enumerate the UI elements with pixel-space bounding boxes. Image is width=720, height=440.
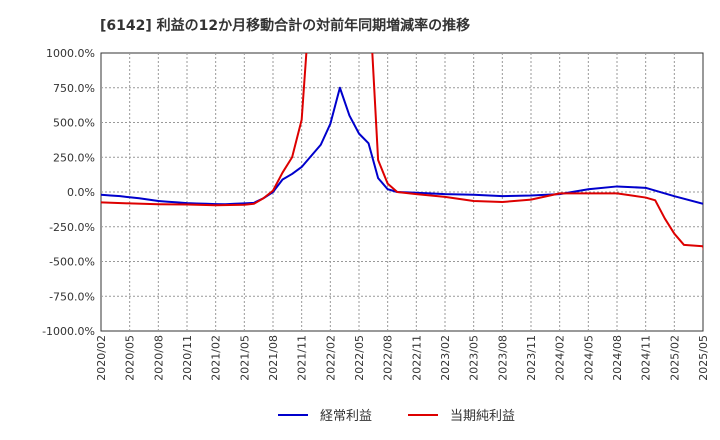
x-tick-label: 2024/02 bbox=[554, 335, 567, 381]
x-tick-label: 2022/11 bbox=[410, 335, 423, 381]
x-tick-label: 2023/11 bbox=[525, 335, 538, 381]
x-tick-label: 2020/08 bbox=[152, 335, 165, 381]
x-tick-label: 2022/02 bbox=[324, 335, 337, 381]
series-line-1 bbox=[101, 86, 703, 206]
x-tick-label: 2024/11 bbox=[640, 335, 653, 381]
y-tick-label: 750.0% bbox=[53, 82, 95, 95]
y-tick-label: 0.0% bbox=[67, 186, 95, 199]
x-tick-label: 2020/11 bbox=[181, 335, 194, 381]
y-tick-label: 1000.0% bbox=[46, 47, 95, 60]
legend-label-series-2: 当期純利益 bbox=[450, 409, 515, 424]
y-tick-label: -1000.0% bbox=[42, 325, 95, 338]
x-axis-tick-labels: 2020/02 2020/05 2020/08 2020/11 2021/02 2021/… bbox=[95, 335, 710, 381]
x-tick-label: 2021/11 bbox=[296, 335, 309, 381]
x-tick-label: 2023/02 bbox=[439, 335, 452, 381]
y-tick-label: 500.0% bbox=[53, 117, 95, 130]
x-tick-label: 2025/05 bbox=[697, 335, 710, 381]
x-tick-label: 2020/02 bbox=[95, 335, 108, 381]
x-tick-label: 2021/08 bbox=[267, 335, 280, 381]
x-tick-label: 2024/08 bbox=[611, 335, 624, 381]
legend-label-series-1: 経常利益 bbox=[320, 409, 372, 424]
y-tick-label: -750.0% bbox=[49, 290, 95, 303]
y-tick-label: -500.0% bbox=[49, 256, 95, 269]
series-line-2 bbox=[101, 53, 703, 251]
grid-horizontal bbox=[101, 87, 703, 297]
legend: 経常利益 当期純利益 bbox=[278, 409, 515, 424]
y-tick-label: -250.0% bbox=[49, 221, 95, 234]
x-tick-label: 2021/05 bbox=[238, 335, 251, 381]
x-tick-label: 2022/08 bbox=[382, 335, 395, 381]
x-tick-label: 2021/02 bbox=[210, 335, 223, 381]
x-tick-label: 2024/05 bbox=[582, 335, 595, 381]
x-tick-label: 2020/05 bbox=[124, 335, 137, 381]
x-tick-label: 2022/05 bbox=[353, 335, 366, 381]
x-tick-label: 2023/05 bbox=[468, 335, 481, 381]
x-tick-label: 2025/02 bbox=[668, 335, 681, 381]
y-axis-tick-labels: 1000.0% 750.0% 500.0% 250.0% 0.0% -250.0% -500… bbox=[42, 47, 95, 338]
y-tick-label: 250.0% bbox=[53, 151, 95, 164]
series-layer bbox=[101, 53, 703, 251]
x-tick-label: 2023/08 bbox=[496, 335, 509, 381]
chart-title: [6142] 利益の12か月移動合計の対前年同期増減率の推移 bbox=[100, 17, 470, 34]
